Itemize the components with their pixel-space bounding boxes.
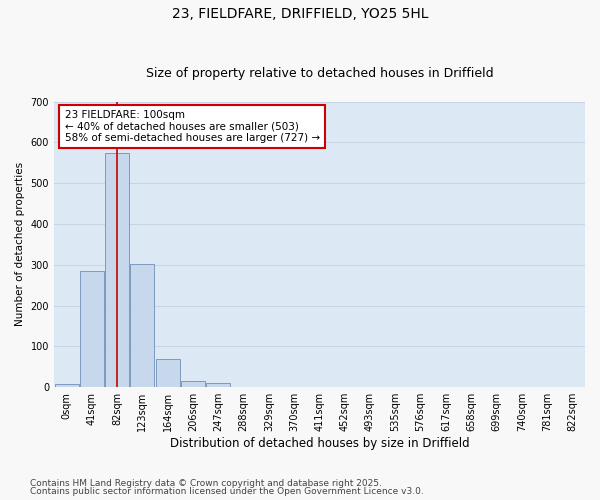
Text: 23, FIELDFARE, DRIFFIELD, YO25 5HL: 23, FIELDFARE, DRIFFIELD, YO25 5HL — [172, 8, 428, 22]
Bar — [130, 264, 154, 387]
Y-axis label: Number of detached properties: Number of detached properties — [15, 162, 25, 326]
Bar — [105, 152, 129, 387]
Text: 23 FIELDFARE: 100sqm
← 40% of detached houses are smaller (503)
58% of semi-deta: 23 FIELDFARE: 100sqm ← 40% of detached h… — [65, 110, 320, 144]
Bar — [156, 360, 180, 387]
Bar — [80, 271, 104, 387]
Bar — [206, 383, 230, 387]
Bar — [181, 381, 205, 387]
Title: Size of property relative to detached houses in Driffield: Size of property relative to detached ho… — [146, 66, 493, 80]
X-axis label: Distribution of detached houses by size in Driffield: Distribution of detached houses by size … — [170, 437, 469, 450]
Bar — [55, 384, 79, 387]
Text: Contains public sector information licensed under the Open Government Licence v3: Contains public sector information licen… — [30, 487, 424, 496]
Text: Contains HM Land Registry data © Crown copyright and database right 2025.: Contains HM Land Registry data © Crown c… — [30, 478, 382, 488]
